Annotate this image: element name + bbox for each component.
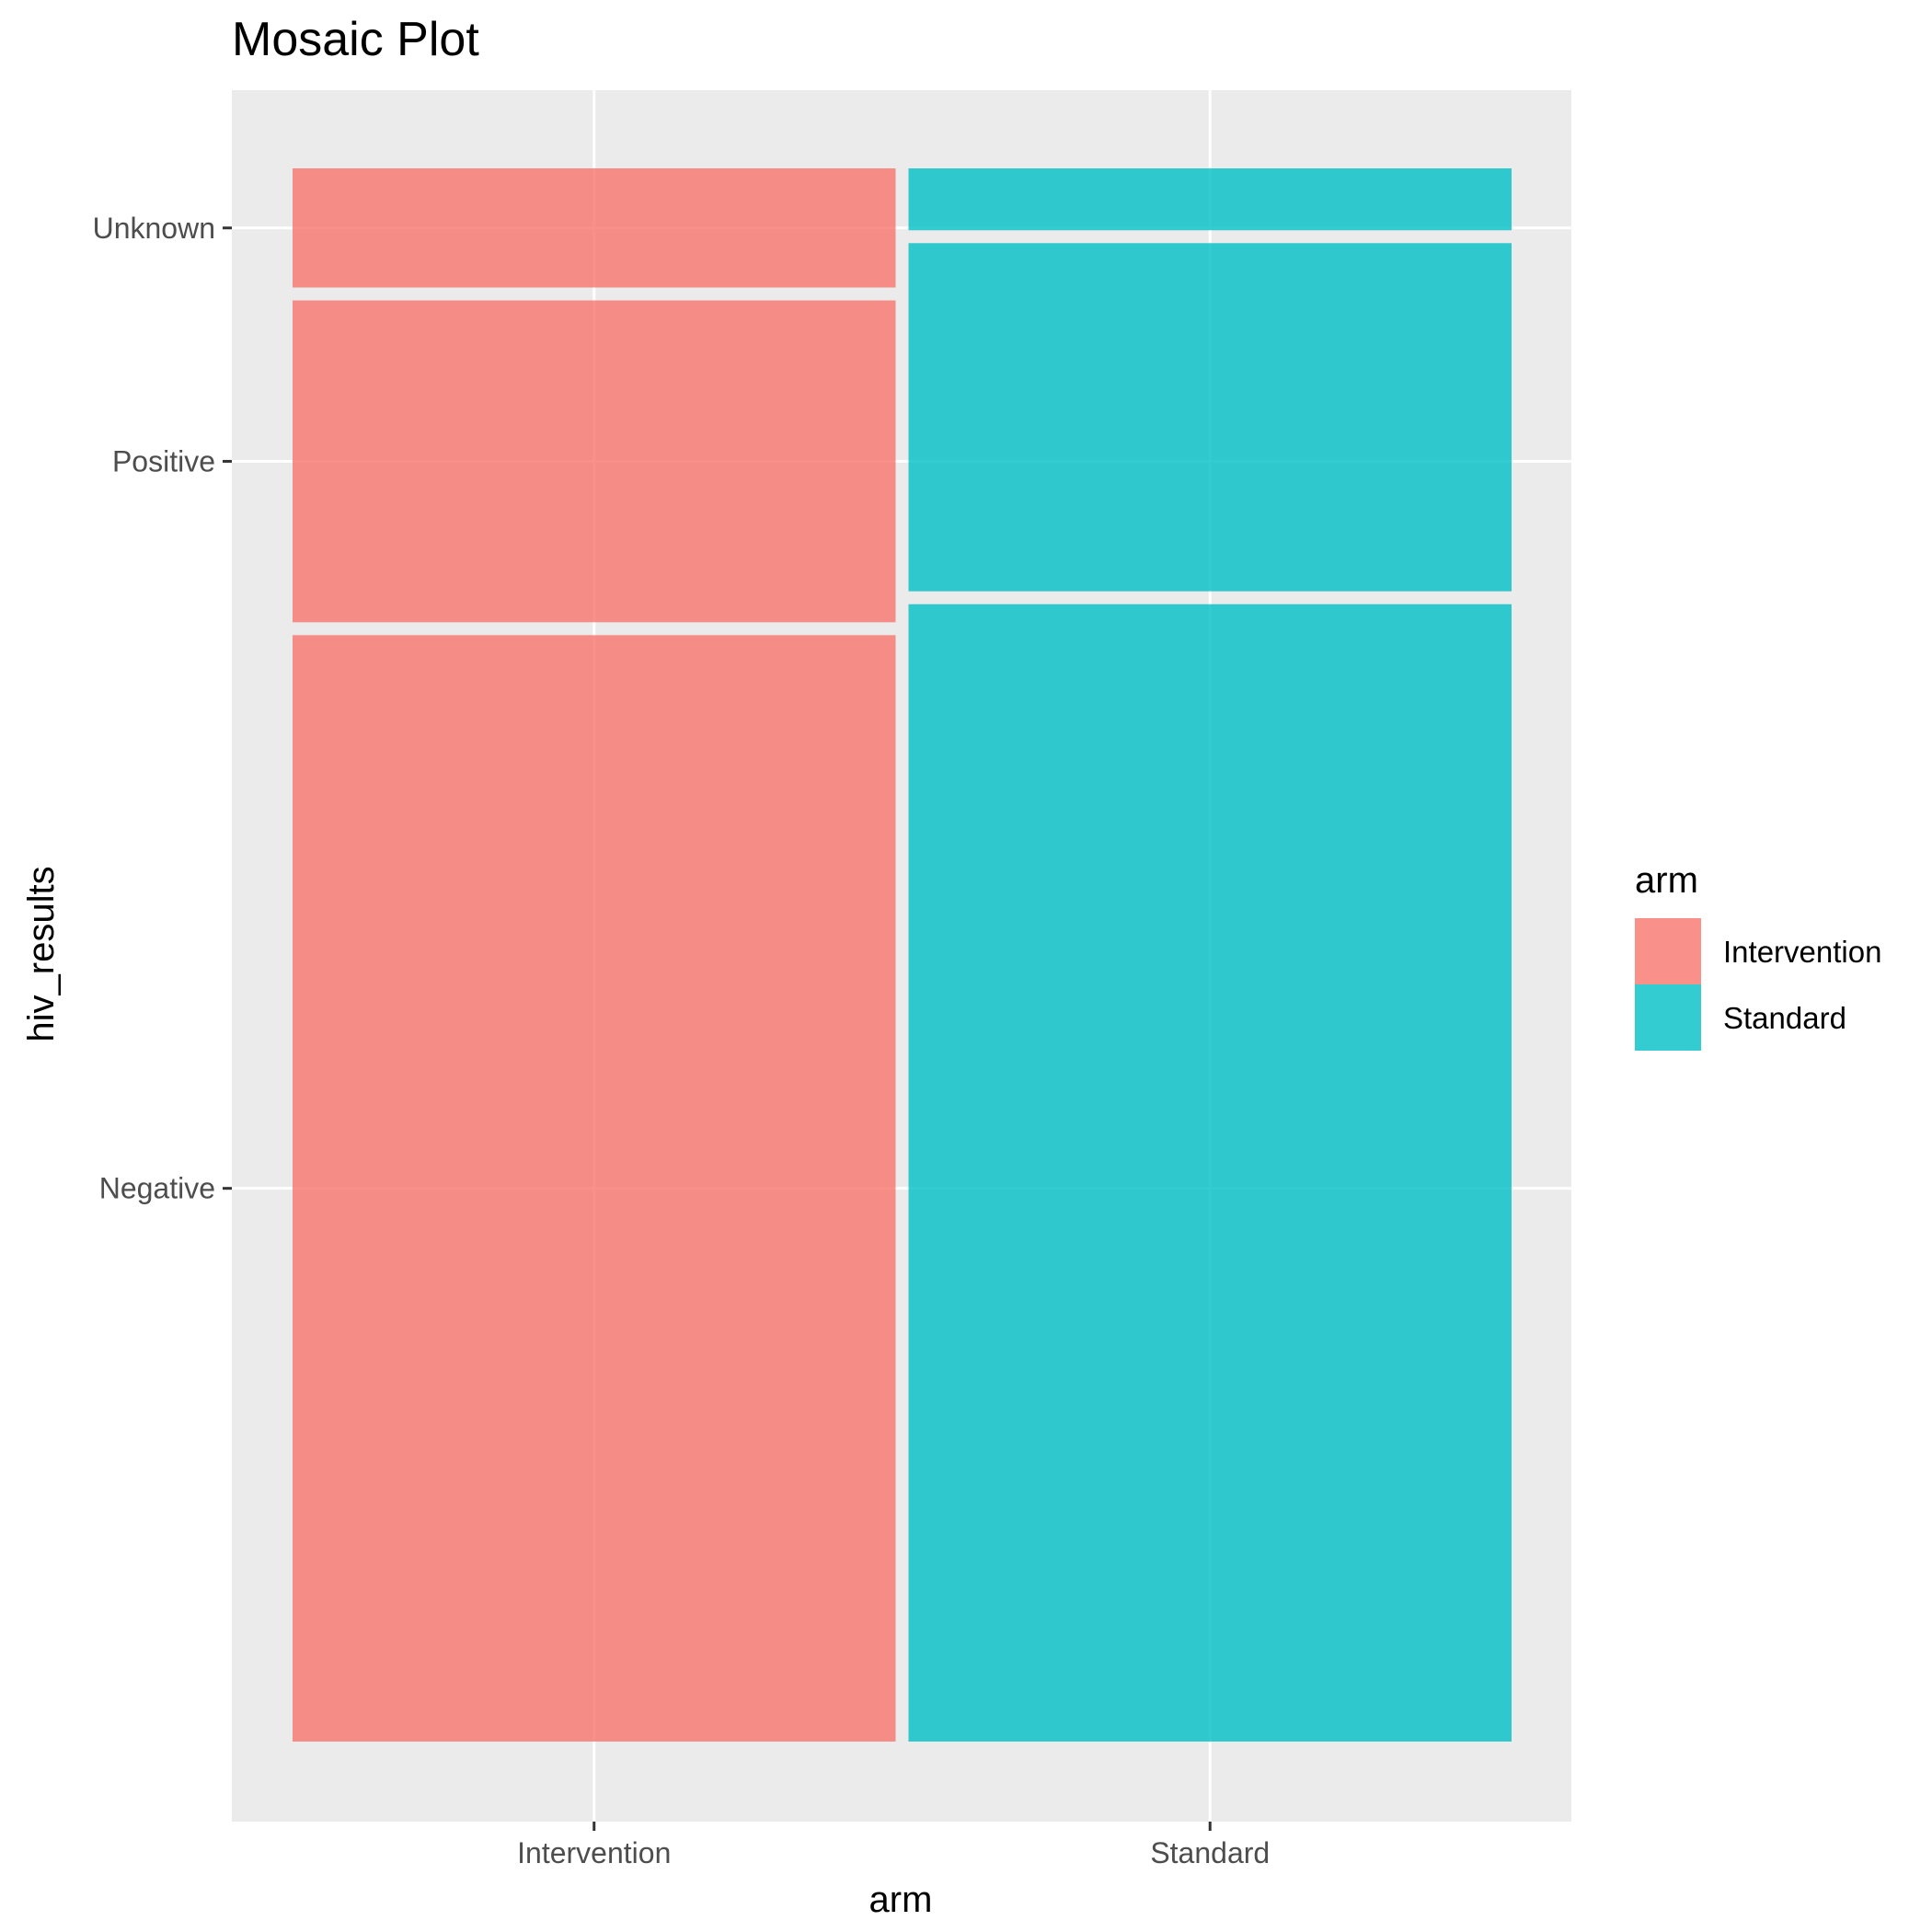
legend-key-standard: [1635, 984, 1701, 1051]
legend-key-intervention: [1635, 918, 1701, 984]
tile-standard-positive: [908, 243, 1512, 592]
tile-intervention-unknown: [293, 168, 896, 288]
tile-intervention-positive: [293, 300, 896, 623]
tile-standard-negative: [908, 604, 1512, 1742]
y-tick-label-unknown: Unknown: [93, 212, 215, 245]
x-tick-label-standard: Standard: [1150, 1836, 1270, 1869]
y-axis-title: hiv_results: [21, 866, 62, 1041]
tile-standard-unknown: [908, 168, 1512, 231]
mosaic-tiles: [293, 168, 1512, 1742]
y-tick-label-negative: Negative: [99, 1172, 215, 1205]
legend: arm Intervention Standard: [1635, 860, 1881, 1051]
legend-title: arm: [1635, 860, 1698, 901]
y-axis: Negative Positive Unknown: [93, 212, 232, 1205]
y-tick-label-positive: Positive: [112, 444, 215, 477]
legend-label-intervention: Intervention: [1723, 935, 1881, 969]
x-axis-title: arm: [869, 1880, 933, 1920]
x-axis: Intervention Standard: [517, 1822, 1270, 1869]
chart-title: Mosaic Plot: [232, 13, 479, 66]
x-tick-label-intervention: Intervention: [517, 1836, 671, 1869]
legend-label-standard: Standard: [1723, 1001, 1846, 1035]
tile-intervention-negative: [293, 635, 896, 1742]
